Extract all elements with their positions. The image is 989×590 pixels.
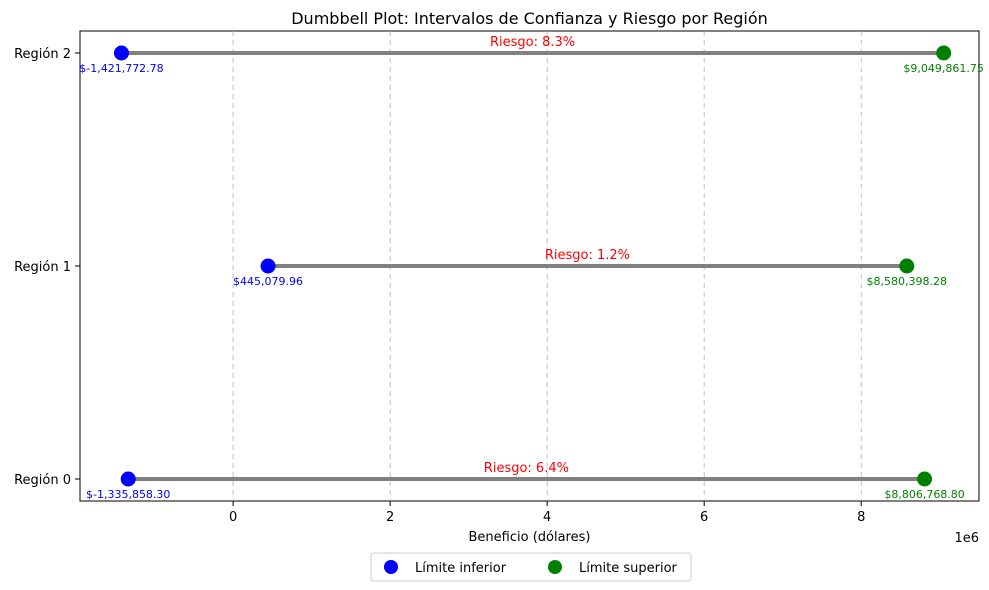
upper-bound-point xyxy=(936,45,952,61)
x-tick-label: 6 xyxy=(700,510,708,525)
x-axis-scale-note: 1e6 xyxy=(954,531,979,546)
risk-label: Riesgo: 1.2% xyxy=(545,248,630,263)
legend-marker-lower xyxy=(384,560,398,574)
y-tick-label: Región 1 xyxy=(14,260,71,275)
legend-label-lower: Límite inferior xyxy=(415,561,507,576)
upper-bound-point xyxy=(899,258,915,274)
x-tick-label: 8 xyxy=(857,510,865,525)
legend-frame xyxy=(370,552,692,582)
lower-bound-point xyxy=(260,258,276,274)
legend: Límite inferior Límite superior xyxy=(370,552,692,582)
chart-title: Dumbbell Plot: Intervalos de Confianza y… xyxy=(291,9,768,28)
lower-bound-label: $-1,421,772.78 xyxy=(79,62,163,75)
x-tick-label: 2 xyxy=(386,510,394,525)
legend-label-upper: Límite superior xyxy=(579,561,678,576)
lower-bound-point xyxy=(120,471,136,487)
upper-bound-point xyxy=(917,471,933,487)
dumbbell-marks: $-1,335,858.30 $8,806,768.80 Riesgo: 6.4% $… xyxy=(79,35,984,501)
risk-label: Riesgo: 8.3% xyxy=(490,35,575,50)
legend-marker-upper xyxy=(548,560,562,574)
x-tick-label: 0 xyxy=(229,510,237,525)
y-tick-label: Región 2 xyxy=(14,47,71,62)
y-axis-ticks: Región 0 Región 1 Región 2 xyxy=(14,47,80,488)
risk-label: Riesgo: 6.4% xyxy=(484,461,569,476)
x-axis-label: Beneficio (dólares) xyxy=(469,530,591,545)
lower-bound-point xyxy=(113,45,129,61)
x-tick-label: 4 xyxy=(543,510,551,525)
lower-bound-label: $445,079.96 xyxy=(233,275,303,288)
lower-bound-label: $-1,335,858.30 xyxy=(86,488,170,501)
upper-bound-label: $9,049,861.75 xyxy=(903,62,983,75)
upper-bound-label: $8,580,398.28 xyxy=(867,275,947,288)
upper-bound-label: $8,806,768.80 xyxy=(884,488,964,501)
x-axis-ticks: 0 2 4 6 8 xyxy=(229,501,865,525)
y-tick-label: Región 0 xyxy=(14,473,71,488)
